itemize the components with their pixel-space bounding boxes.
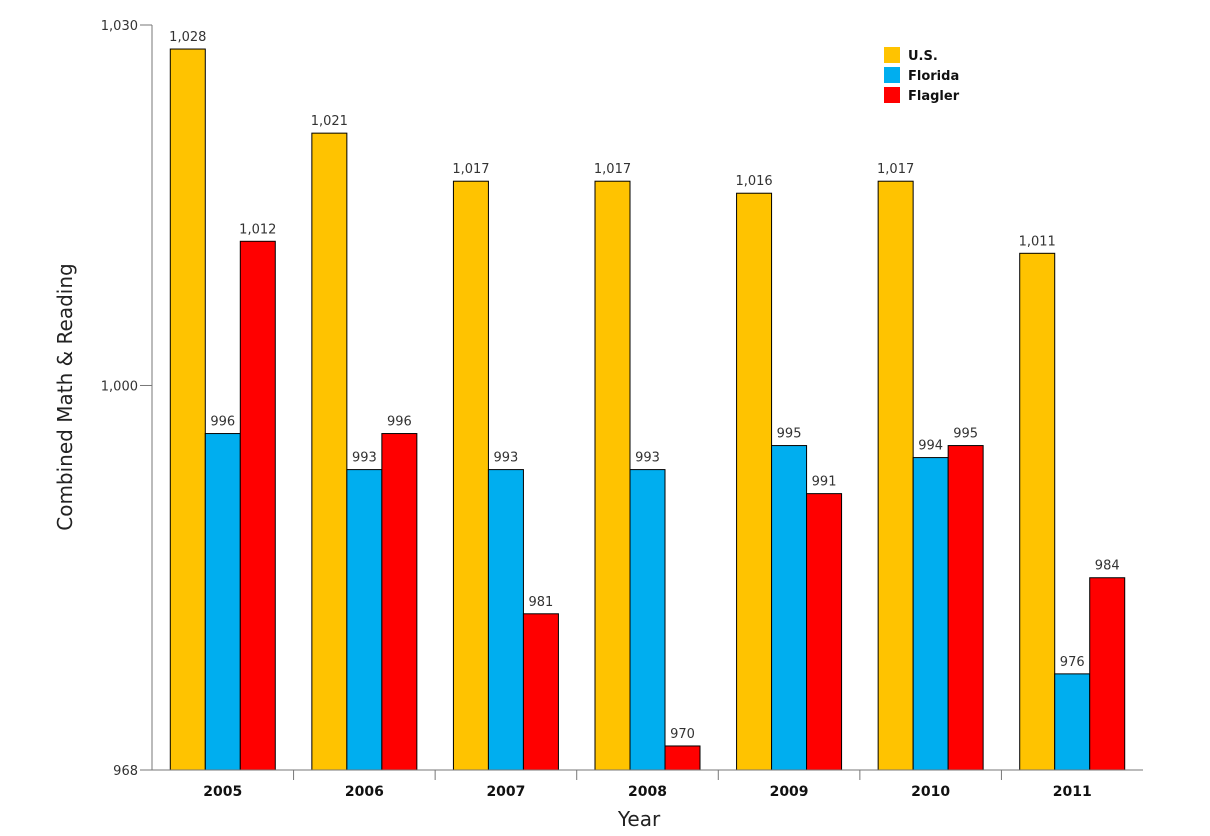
bar-flagler-2006: [381, 433, 418, 771]
data-label: 995: [777, 427, 802, 442]
bar-flagler-2005: [239, 240, 276, 771]
bar-florida-2008: [629, 469, 666, 771]
data-label: 1,021: [311, 114, 348, 129]
bar-us-2009: [736, 192, 773, 771]
legend-label-flagler: Flagler: [908, 89, 960, 104]
legend-swatch-florida: [884, 67, 900, 83]
data-labels: 1,028 996 1,012 1,021 993 996 1,017 993 981 1,017…: [169, 30, 1119, 742]
data-label: 995: [953, 427, 978, 442]
bar-florida-2009: [771, 445, 808, 771]
data-label: 976: [1060, 655, 1085, 670]
data-label: 1,017: [877, 162, 914, 177]
legend-label-florida: Florida: [908, 69, 959, 84]
x-tick-label: 2006: [345, 784, 384, 800]
bar-florida-2011: [1054, 673, 1091, 771]
x-tick-label: 2009: [770, 784, 809, 800]
bar-florida-2006: [346, 469, 383, 771]
bar-florida-2005: [204, 433, 241, 771]
legend-swatch-flagler: [884, 87, 900, 103]
bar-us-2011: [1019, 252, 1056, 771]
data-label: 994: [918, 439, 943, 454]
y-tick-label: 1,030: [101, 19, 138, 34]
data-label: 970: [670, 727, 695, 742]
bar-flagler-2008: [664, 745, 701, 771]
bar-florida-2010: [912, 457, 949, 771]
y-ticks: 968 1,000 1,030: [101, 19, 152, 779]
bar-flagler-2010: [947, 445, 984, 771]
bar-us-2005: [169, 48, 206, 771]
data-label: 981: [529, 595, 554, 610]
data-label: 996: [210, 415, 235, 430]
bars: [169, 48, 1126, 771]
legend-swatch-us: [884, 47, 900, 63]
data-label: 991: [812, 475, 837, 490]
data-label: 993: [352, 451, 377, 466]
bar-us-2007: [452, 180, 489, 771]
y-tick-label: 1,000: [101, 379, 138, 394]
x-tick-label: 2007: [486, 784, 525, 800]
legend: U.S. Florida Flagler: [884, 47, 960, 104]
x-categories: 2005 2006 2007 2008 2009 2010 2011: [203, 770, 1092, 800]
data-label: 1,028: [169, 30, 206, 45]
bar-us-2010: [877, 180, 914, 771]
data-label: 1,016: [735, 174, 772, 189]
data-label: 1,011: [1019, 234, 1056, 249]
bar-us-2008: [594, 180, 631, 771]
data-label: 993: [635, 451, 660, 466]
x-tick-label: 2005: [203, 784, 242, 800]
legend-label-us: U.S.: [908, 49, 938, 64]
bar-florida-2007: [487, 469, 524, 771]
bar-flagler-2007: [522, 613, 559, 771]
data-label: 984: [1095, 559, 1120, 574]
data-label: 1,012: [239, 222, 276, 237]
x-axis-title: Year: [617, 807, 661, 831]
y-axis-title: Combined Math & Reading: [53, 263, 77, 531]
data-label: 1,017: [594, 162, 631, 177]
axes: [151, 25, 1143, 771]
bar-flagler-2009: [806, 493, 843, 771]
data-label: 996: [387, 415, 412, 430]
y-tick-label: 968: [113, 764, 138, 779]
bar-us-2006: [311, 132, 348, 771]
data-label: 993: [494, 451, 519, 466]
x-tick-label: 2010: [911, 784, 950, 800]
x-tick-label: 2011: [1053, 784, 1092, 800]
data-label: 1,017: [452, 162, 489, 177]
x-tick-label: 2008: [628, 784, 667, 800]
bar-flagler-2011: [1089, 577, 1126, 771]
